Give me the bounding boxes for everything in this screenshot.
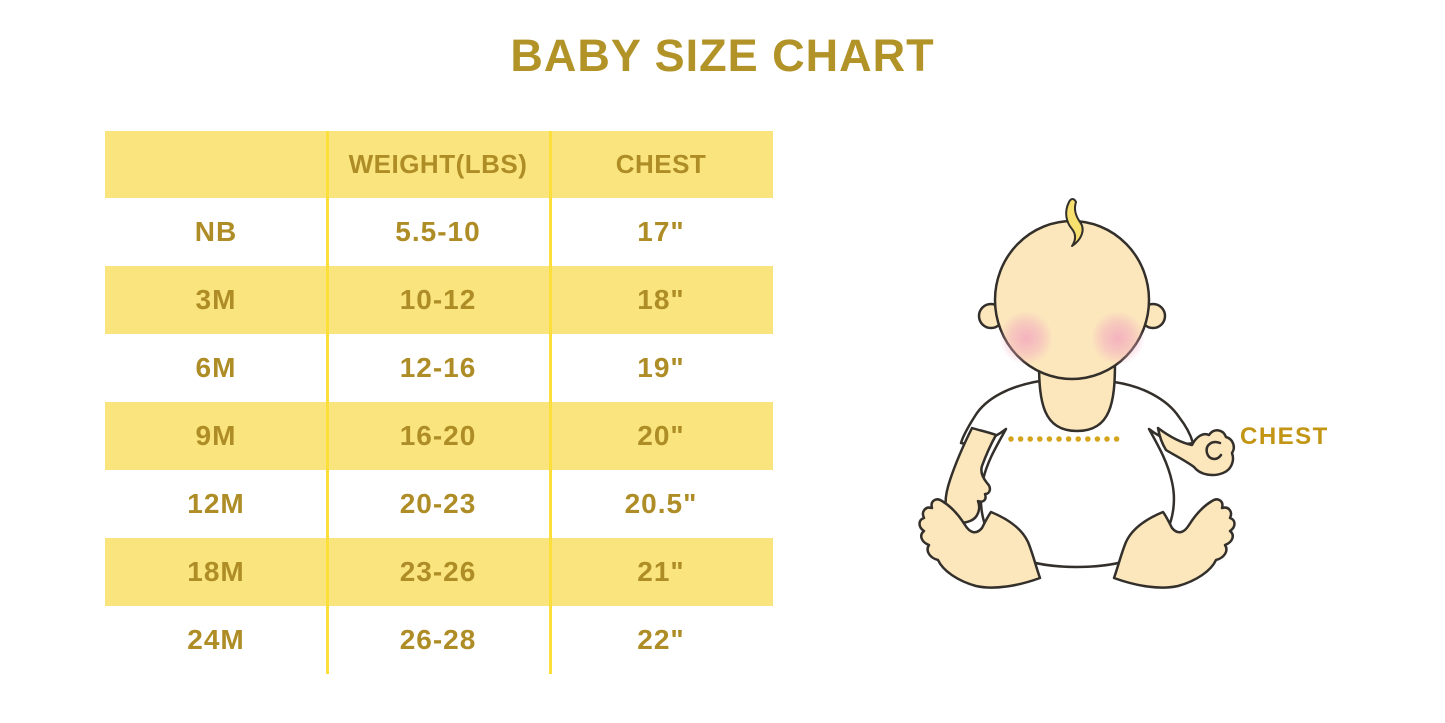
chest-cell: 17" xyxy=(637,216,685,247)
chest-cell: 18" xyxy=(637,284,685,315)
weight-cell: 12-16 xyxy=(399,352,477,383)
size-cell: 12M xyxy=(187,488,245,519)
baby-illustration xyxy=(890,190,1330,630)
table-row: 6M 12-16 19" xyxy=(105,334,773,402)
weight-cell: 16-20 xyxy=(399,420,477,451)
weight-cell: 20-23 xyxy=(399,488,477,519)
column-header-chest: CHEST xyxy=(615,149,707,179)
baby-leg-right xyxy=(1112,498,1236,589)
baby-cheek-left xyxy=(999,311,1053,365)
table-row: 24M 26-28 22" xyxy=(105,606,773,674)
weight-cell: 26-28 xyxy=(399,624,477,655)
weight-cell: 5.5-10 xyxy=(395,216,481,247)
baby-drawing xyxy=(918,198,1236,589)
baby-neck xyxy=(1037,360,1117,433)
table-row: 18M 23-26 21" xyxy=(105,538,773,606)
weight-cell: 10-12 xyxy=(399,284,477,315)
size-cell: NB xyxy=(194,216,238,247)
size-table: WEIGHT(LBS) CHEST NB 5.5-10 17" 3M 10-12… xyxy=(105,131,773,674)
chest-cell: 19" xyxy=(637,352,685,383)
chest-cell: 20.5" xyxy=(624,488,698,519)
baby-cheek-right xyxy=(1091,311,1145,365)
baby-hair-curl xyxy=(1065,198,1084,247)
table-row: 3M 10-12 18" xyxy=(105,266,773,334)
table-header-row: WEIGHT(LBS) CHEST xyxy=(105,131,773,198)
column-divider xyxy=(326,131,329,674)
size-cell: 3M xyxy=(195,284,237,315)
size-cell: 18M xyxy=(187,556,245,587)
table-row: 12M 20-23 20.5" xyxy=(105,470,773,538)
size-cell: 24M xyxy=(187,624,245,655)
baby-fist-thumb xyxy=(1205,440,1223,461)
chest-cell: 22" xyxy=(637,624,685,655)
weight-cell: 23-26 xyxy=(399,556,477,587)
chest-cell: 21" xyxy=(637,556,685,587)
baby-arm-right xyxy=(1156,426,1235,477)
column-header-weight: WEIGHT(LBS) xyxy=(348,149,528,179)
table-row: 9M 16-20 20" xyxy=(105,402,773,470)
size-cell: 6M xyxy=(195,352,237,383)
chest-measurement-label: CHEST xyxy=(1240,423,1329,450)
chest-cell: 20" xyxy=(637,420,685,451)
column-divider xyxy=(549,131,552,674)
size-cell: 9M xyxy=(195,420,237,451)
baby-arm-left xyxy=(944,426,998,524)
baby-leg-left xyxy=(918,498,1042,589)
table-row: NB 5.5-10 17" xyxy=(105,198,773,266)
page-title: BABY SIZE CHART xyxy=(510,30,935,81)
